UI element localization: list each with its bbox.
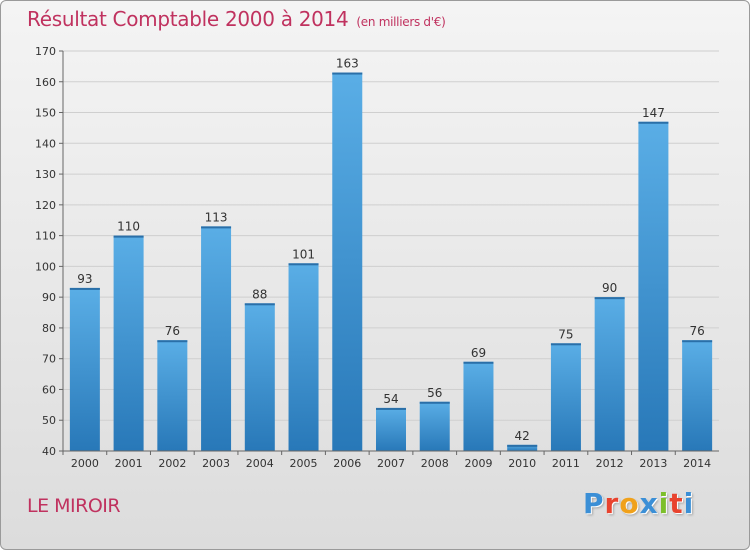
bar-2005 <box>288 263 319 451</box>
x-tick-label: 2014 <box>683 457 711 470</box>
bar-value-label: 113 <box>205 210 228 224</box>
bar-value-label: 42 <box>515 429 530 443</box>
x-tick-label: 2003 <box>202 457 230 470</box>
x-tick-label: 2000 <box>71 457 99 470</box>
bar-value-label: 147 <box>642 106 665 120</box>
x-axis-ticks: 2000 2001 2002 2003 2004 2005 2006 2007 2008 2009… <box>62 451 711 470</box>
y-tick-label: 170 <box>35 45 56 58</box>
bar-cap <box>201 226 232 229</box>
x-tick-label: 2001 <box>115 457 143 470</box>
bar-2012 <box>594 297 625 451</box>
y-tick-label: 40 <box>42 445 56 458</box>
y-tick-label: 110 <box>35 230 56 243</box>
bar-2003 <box>201 226 232 451</box>
bar-cap <box>244 303 275 306</box>
bar-cap <box>507 444 538 447</box>
bar-2011 <box>550 343 581 451</box>
bar-value-label: 163 <box>336 57 359 71</box>
place-name: LE MIROIR <box>27 495 121 517</box>
bar-cap <box>332 72 363 75</box>
logo-letter: t <box>669 487 684 520</box>
chart-title-text: Résultat Comptable 2000 à 2014 <box>27 7 349 31</box>
y-tick-label: 60 <box>42 383 56 396</box>
bar-2002 <box>157 340 188 451</box>
bar-2010 <box>507 444 538 451</box>
logo-letter: r <box>604 487 620 520</box>
x-tick-label: 2007 <box>377 457 405 470</box>
bar-2007 <box>376 407 406 451</box>
bar-cap <box>113 235 144 238</box>
y-tick-label: 50 <box>42 414 56 427</box>
y-tick-label: 90 <box>42 291 56 304</box>
proxiti-logo: Proxiti <box>583 487 694 520</box>
x-tick-label: 2011 <box>552 457 580 470</box>
bar-cap <box>682 340 713 343</box>
bar-cap <box>463 361 494 364</box>
bar-cap <box>550 343 581 346</box>
x-tick-label: 2009 <box>464 457 492 470</box>
bar-value-label: 56 <box>427 386 442 400</box>
bar-2001 <box>113 235 144 451</box>
y-tick-label: 140 <box>35 137 56 150</box>
y-axis-ticks: 40 50 60 70 80 90 100 110 120 130 140 150 160 170 <box>35 45 63 458</box>
y-tick-label: 150 <box>35 107 56 120</box>
bar-cap <box>419 401 450 404</box>
bar-2013 <box>638 121 669 452</box>
chart-title: Résultat Comptable 2000 à 2014 (en millie… <box>27 7 446 31</box>
x-tick-label: 2012 <box>596 457 624 470</box>
bar-2006 <box>332 72 363 452</box>
bar-value-label: 69 <box>471 346 486 360</box>
logo-letter: P <box>583 487 605 520</box>
y-tick-label: 70 <box>42 353 56 366</box>
x-tick-label: 2004 <box>246 457 274 470</box>
bar-cap <box>288 263 319 266</box>
bar-2004 <box>244 303 275 451</box>
bar-value-label: 93 <box>77 272 92 286</box>
logo-letter: i <box>658 487 670 520</box>
x-tick-label: 2008 <box>421 457 449 470</box>
bar-value-label: 76 <box>689 324 704 338</box>
bar-2008 <box>419 401 450 451</box>
bar-value-label: 101 <box>292 247 315 261</box>
bar-value-label: 75 <box>558 327 573 341</box>
bar-value-label: 54 <box>383 392 398 406</box>
bar-cap <box>157 340 188 343</box>
x-tick-label: 2013 <box>639 457 667 470</box>
y-tick-label: 160 <box>35 76 56 89</box>
bar-cap <box>594 297 625 300</box>
logo-letter: o <box>619 487 640 520</box>
y-tick-label: 130 <box>35 168 56 181</box>
bar-value-label: 76 <box>165 324 180 338</box>
logo-letter: i <box>683 487 695 520</box>
y-tick-label: 120 <box>35 199 56 212</box>
bar-cap <box>376 407 406 410</box>
x-tick-label: 2010 <box>508 457 536 470</box>
bars: 93 110 76 113 88 101 163 54 56 69 42 75 90 147 76 <box>69 57 713 452</box>
bar-value-label: 110 <box>117 220 140 234</box>
bar-cap <box>69 287 100 290</box>
logo-letter: x <box>639 487 659 520</box>
bar-value-label: 88 <box>252 287 267 301</box>
bar-2009 <box>463 361 494 451</box>
x-tick-label: 2006 <box>333 457 361 470</box>
y-tick-label: 100 <box>35 260 56 273</box>
bar-cap <box>638 121 669 124</box>
x-tick-label: 2005 <box>290 457 318 470</box>
x-tick-label: 2002 <box>158 457 186 470</box>
bar-2014 <box>682 340 713 451</box>
y-tick-label: 80 <box>42 322 56 335</box>
bar-value-label: 90 <box>602 281 617 295</box>
bar-2000 <box>69 287 100 451</box>
chart-subtitle: (en milliers d'€) <box>356 15 446 29</box>
